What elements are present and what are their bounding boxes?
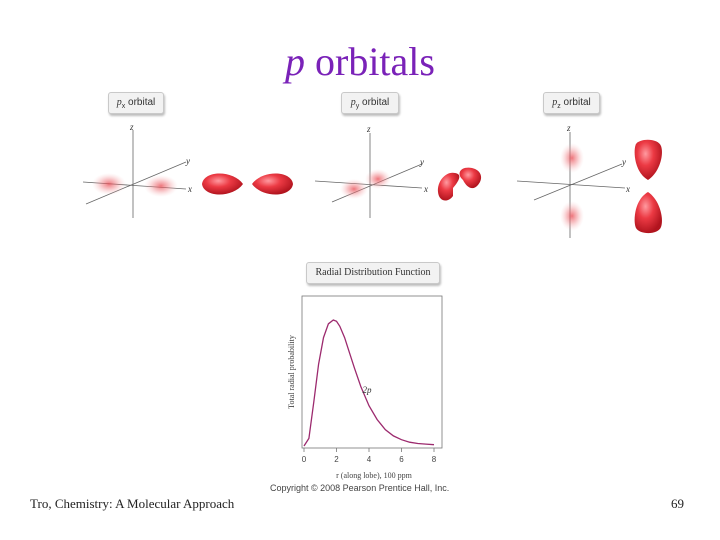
chart-series-2p-line bbox=[303, 319, 435, 447]
footer-text: Tro, Chemistry: A Molecular Approach bbox=[30, 496, 235, 511]
px-x-label: x bbox=[187, 184, 192, 194]
px-subscript: x bbox=[121, 103, 126, 110]
py-orbital-diagram: z y x bbox=[314, 124, 482, 218]
py-density-lobe-front bbox=[340, 179, 368, 199]
page-number: 69 bbox=[671, 496, 684, 511]
py-orbital-label: py orbital bbox=[341, 92, 399, 114]
pz-lobe-top bbox=[634, 139, 662, 180]
py-symbol: p bbox=[350, 97, 356, 108]
pz-x-axis bbox=[516, 180, 626, 189]
px-density-lobe-left bbox=[92, 173, 126, 195]
py-suffix: orbital bbox=[362, 97, 390, 108]
chart-x-tick-label: 6 bbox=[399, 455, 404, 464]
py-subscript: y bbox=[355, 103, 360, 110]
px-density-lobe-right bbox=[144, 175, 178, 197]
title-text: orbitals bbox=[315, 39, 435, 84]
pz-y-axis bbox=[533, 163, 623, 201]
chart-x-tick-label: 4 bbox=[367, 455, 372, 464]
px-lobe-left bbox=[202, 173, 243, 195]
py-lobe-front bbox=[437, 172, 460, 201]
pz-z-label: z bbox=[566, 123, 571, 133]
py-x-label: x bbox=[423, 184, 428, 194]
slide-title: p orbitals bbox=[0, 38, 720, 85]
chart-series-2p-label: 2p bbox=[363, 385, 373, 395]
px-suffix: orbital bbox=[128, 97, 156, 108]
pz-density-lobe-top bbox=[560, 143, 584, 173]
pz-subscript: z bbox=[557, 103, 561, 110]
py-z-label: z bbox=[366, 124, 371, 134]
title-italic-p: p bbox=[285, 39, 305, 84]
px-orbital-diagram: z y x bbox=[82, 122, 293, 218]
chart-y-axis-label: Total radial probability bbox=[287, 335, 296, 409]
py-lobe-back bbox=[459, 167, 482, 189]
pz-symbol: p bbox=[552, 97, 558, 108]
chart-x-axis-label: r (along lobe), 100 ppm bbox=[336, 471, 413, 480]
chart-x-tick-label: 0 bbox=[302, 455, 307, 464]
chart-plot-frame bbox=[301, 295, 443, 449]
chart-x-tick-label: 8 bbox=[432, 455, 437, 464]
pz-orbital-diagram: z y x bbox=[516, 123, 662, 238]
px-y-label: y bbox=[185, 156, 190, 166]
px-symbol: p bbox=[116, 97, 122, 108]
chart-title: Radial Distribution Function bbox=[306, 262, 440, 284]
pz-lobe-bottom bbox=[634, 192, 662, 234]
chart-x-tick-label: 2 bbox=[334, 455, 339, 464]
pz-x-label: x bbox=[625, 184, 630, 194]
radial-distribution-chart: Total radial probability 0 2 4 6 8 2p r (alo… bbox=[287, 295, 443, 480]
pz-orbital-label: pz orbital bbox=[543, 92, 600, 114]
px-orbital-label: px orbital bbox=[108, 92, 164, 114]
copyright-notice: Copyright © 2008 Pearson Prentice Hall, … bbox=[270, 483, 450, 493]
pz-y-label: y bbox=[621, 157, 626, 167]
py-density-lobe-back bbox=[365, 169, 391, 189]
pz-density-lobe-bottom bbox=[560, 201, 584, 231]
pz-suffix: orbital bbox=[563, 97, 591, 108]
px-y-axis bbox=[85, 161, 187, 205]
px-z-label: z bbox=[129, 122, 134, 132]
py-y-label: y bbox=[419, 157, 424, 167]
px-lobe-right bbox=[252, 173, 293, 195]
